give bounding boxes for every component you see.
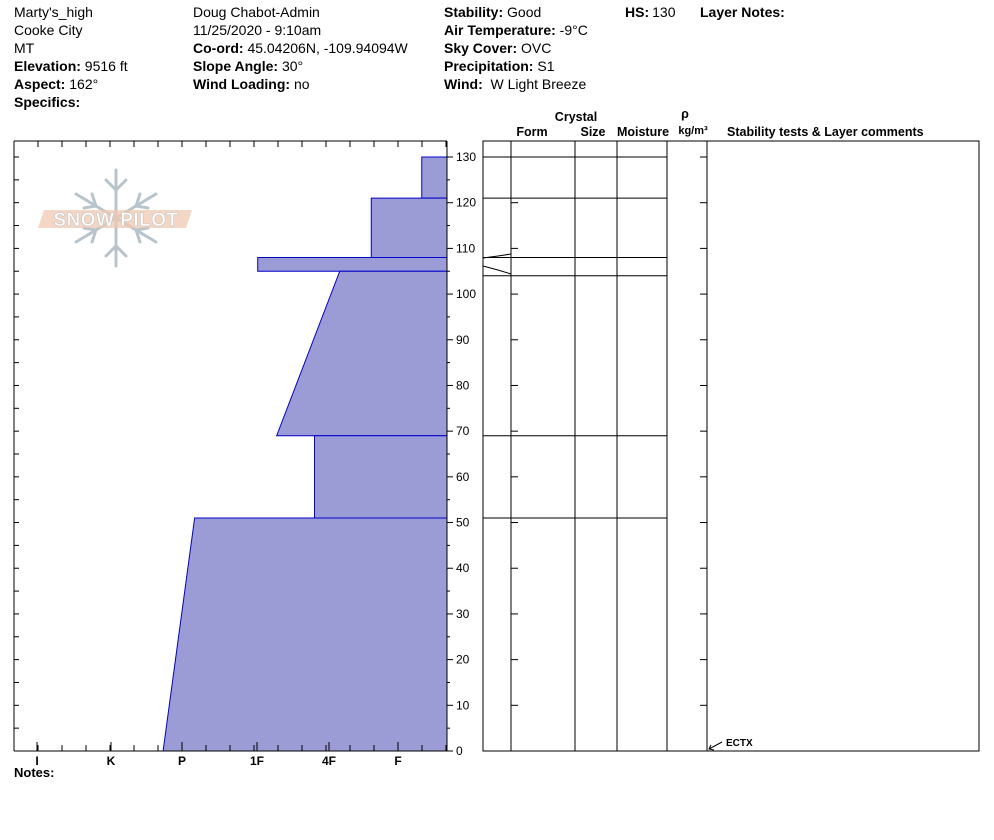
density-unit-header: kg/m³ <box>678 125 708 137</box>
conditions-info: Stability: Good Air Temperature: -9°C Sk… <box>444 3 588 93</box>
elevation-row: Elevation: 9516 ft <box>14 57 128 75</box>
layer-notes: Layer Notes: <box>700 3 785 21</box>
aspect-row: Aspect: 162° <box>14 75 128 93</box>
air-temp-value: -9°C <box>559 22 588 38</box>
hardness-layer-3 <box>275 270 448 437</box>
site-name: Marty's_high <box>14 4 93 20</box>
hardness-tick-label: K <box>107 754 116 768</box>
precip-value: S1 <box>537 58 555 74</box>
slope-value: 30° <box>281 58 304 74</box>
crystal-header: Crystal <box>555 110 597 124</box>
hardness-tick-label: 4F <box>322 754 336 768</box>
layer-connector <box>482 265 512 275</box>
rho-header: ρ <box>681 107 689 121</box>
stability-row: Stability: Good <box>444 3 588 21</box>
hs-info: HS: 130 <box>625 3 675 21</box>
specifics-label: Specifics: <box>14 94 81 110</box>
stability-test-label: ECTX <box>726 738 753 749</box>
hardness-tick-label: P <box>178 754 186 768</box>
height-tick-label: 50 <box>456 516 470 530</box>
hardness-tick-label: I <box>35 754 38 768</box>
hardness-profile <box>162 156 448 752</box>
height-tick-label: 110 <box>456 241 475 255</box>
precip-label: Precipitation: <box>444 58 534 74</box>
hs-label: HS: <box>625 4 650 20</box>
hardness-layer-1 <box>370 197 448 259</box>
site-state: MT <box>14 40 35 56</box>
wind-label: Wind: <box>444 76 483 92</box>
layer-table-frame <box>482 140 980 752</box>
wind-row: Wind: W Light Breeze <box>444 75 588 93</box>
aspect-label: Aspect: <box>14 76 66 92</box>
slope-row: Slope Angle: 30° <box>193 57 408 75</box>
observation-datetime: 11/25/2020 - 9:10am <box>193 22 322 38</box>
air-temp-row: Air Temperature: -9°C <box>444 21 588 39</box>
height-tick-label: 100 <box>456 287 476 301</box>
height-tick-label: 20 <box>456 653 470 667</box>
layer-table <box>482 140 980 752</box>
site-info: Marty's_high Cooke City MT Elevation: 95… <box>14 3 128 111</box>
specifics-row: Specifics: <box>14 93 128 111</box>
hs-value: 130 <box>652 4 676 20</box>
wind-loading-value: no <box>293 76 310 92</box>
height-tick-label: 70 <box>456 424 470 438</box>
logo-banner <box>38 210 192 228</box>
sky-label: Sky Cover: <box>444 40 518 56</box>
hardness-tick-label: F <box>394 754 401 768</box>
notes-label: Notes: <box>14 765 55 780</box>
air-temp-label: Air Temperature: <box>444 22 556 38</box>
coord-row: Co-ord: 45.04206N, -109.94094W <box>193 39 408 57</box>
site-location: Cooke City <box>14 22 83 38</box>
hardness-tick-label: 1F <box>250 754 264 768</box>
hardness-axis: I K P 1F 4F F <box>35 742 447 768</box>
height-tick-label: 10 <box>456 698 470 712</box>
height-tick-label: 130 <box>456 150 476 164</box>
hardness-layer-0 <box>421 156 448 199</box>
form-header: Form <box>516 125 547 139</box>
size-header: Size <box>580 125 605 139</box>
height-tick-label: 0 <box>456 744 463 758</box>
stability-test-arrowhead <box>708 744 715 751</box>
observer-name: Doug Chabot-Admin <box>193 4 320 20</box>
height-tick-label: 80 <box>456 378 470 392</box>
wind-loading-row: Wind Loading: no <box>193 75 408 93</box>
layer-connector <box>482 253 512 259</box>
logo-text: SNOW PILOT <box>53 210 178 231</box>
height-tick-label: 120 <box>456 196 476 210</box>
sky-value: OVC <box>521 40 552 56</box>
wind-loading-label: Wind Loading: <box>193 76 291 92</box>
precip-row: Precipitation: S1 <box>444 57 588 75</box>
slope-label: Slope Angle: <box>193 58 279 74</box>
stability-test-pointer <box>708 741 723 750</box>
layer-table-headers: Crystal Form Size Moisture ρ kg/m³ Stability t… <box>516 107 923 139</box>
sky-row: Sky Cover: OVC <box>444 39 588 57</box>
hardness-layer-5 <box>162 517 448 752</box>
hardness-layer-2 <box>257 257 448 272</box>
observer-info: Doug Chabot-Admin 11/25/2020 - 9:10am Co… <box>193 3 408 93</box>
stability-label: Stability: <box>444 4 504 20</box>
stability-tests: ECTX <box>708 738 753 751</box>
elevation-value: 9516 ft <box>84 58 128 74</box>
coord-value: 45.04206N, -109.94094W <box>247 40 408 56</box>
height-tick-label: 60 <box>456 470 470 484</box>
layer-notes-label: Layer Notes: <box>700 4 785 20</box>
wind-value: W Light Breeze <box>490 76 587 92</box>
stability-comments-header: Stability tests & Layer comments <box>727 125 924 139</box>
snowpilot-logo: SNOW PILOT <box>38 168 192 268</box>
aspect-value: 162° <box>69 76 99 92</box>
moisture-header: Moisture <box>617 125 669 139</box>
height-tick-label: 30 <box>456 607 470 621</box>
height-tick-label: 40 <box>456 561 470 575</box>
stability-value: Good <box>507 4 542 20</box>
height-axis: 0 10 20 30 40 50 60 70 80 90 100 110 120 130 <box>446 141 476 758</box>
height-tick-label: 90 <box>456 333 470 347</box>
coord-label: Co-ord: <box>193 40 244 56</box>
elevation-label: Elevation: <box>14 58 81 74</box>
hardness-layer-4 <box>314 435 448 519</box>
